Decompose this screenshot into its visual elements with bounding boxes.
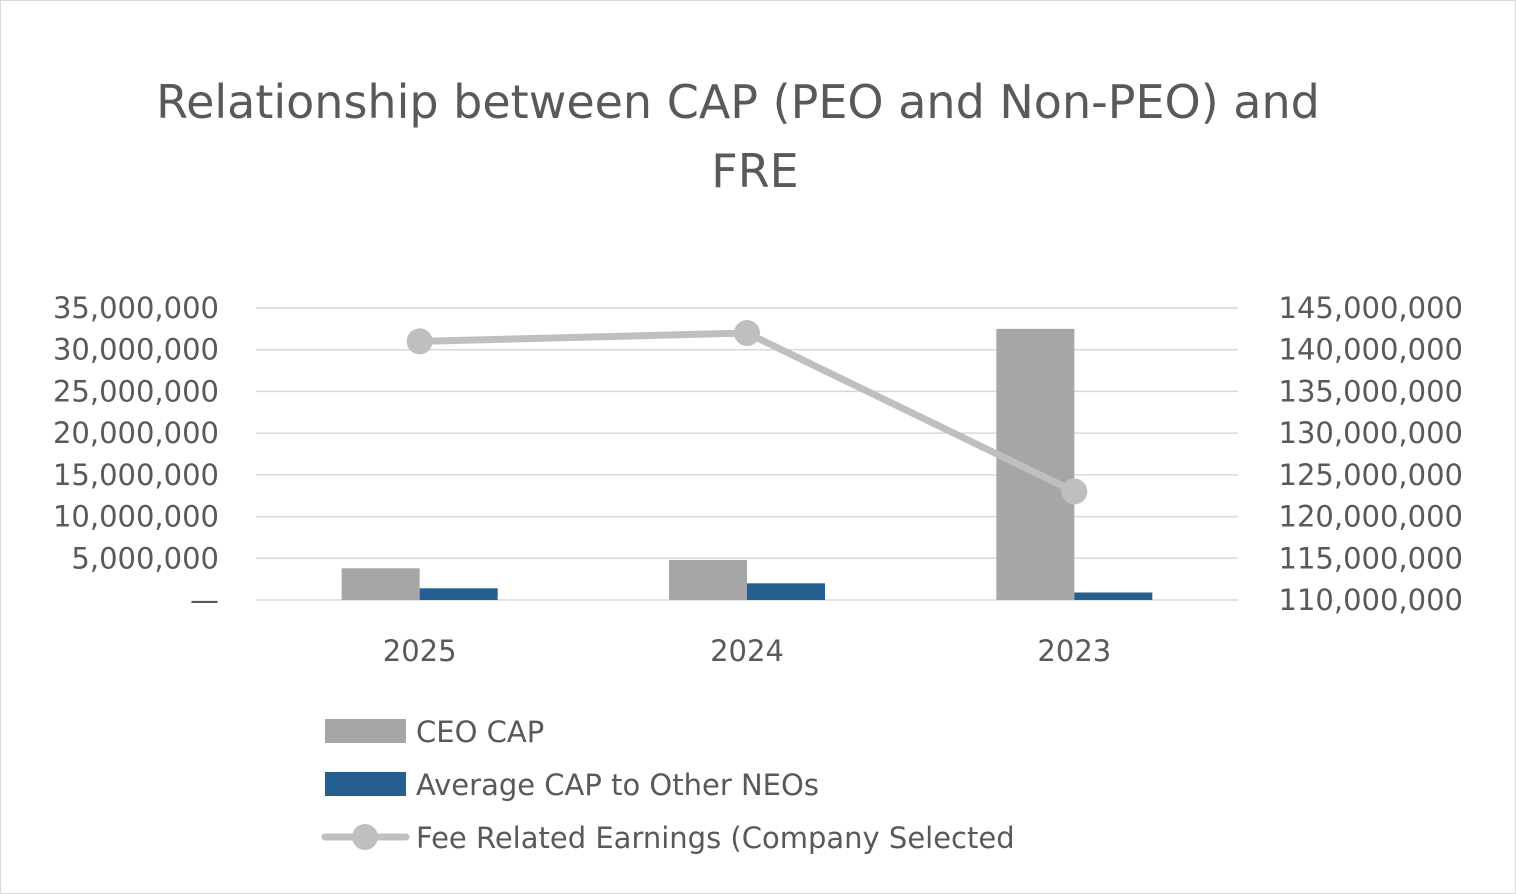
fre-line xyxy=(406,320,1088,505)
right-axis: 110,000,000 115,000,000 120,000,000 125,000… xyxy=(1279,291,1464,617)
fre-point-2025 xyxy=(406,328,433,355)
bar-ceo-cap-2025 xyxy=(341,568,420,600)
gridlines xyxy=(256,307,1238,601)
left-tick-label-2: 10,000,000 xyxy=(53,500,219,534)
fre-line-path xyxy=(416,329,1078,496)
right-tick-label-1: 115,000,000 xyxy=(1279,541,1464,575)
left-axis: — 5,000,000 10,000,000 15,000,000 20,000,000… xyxy=(53,291,219,617)
legend: CEO CAP Average CAP to Other NEOs Fee Rela… xyxy=(321,715,1015,855)
legend-label-0: CEO CAP xyxy=(416,715,544,749)
bar-avg-cap-neos-2024 xyxy=(747,583,825,600)
left-tick-label-5: 25,000,000 xyxy=(53,374,219,408)
right-tick-label-0: 110,000,000 xyxy=(1279,583,1464,617)
legend-swatch-1 xyxy=(325,772,406,796)
chart-title-line-2: FRE xyxy=(711,144,799,198)
x-axis: 2025 2024 2023 xyxy=(383,634,1111,668)
x-tick-label-2025: 2025 xyxy=(383,634,457,668)
bar-ceo-cap-2024 xyxy=(669,559,747,600)
fre-point-2023 xyxy=(1061,478,1088,505)
right-tick-label-7: 145,000,000 xyxy=(1279,291,1464,325)
x-tick-label-2023: 2023 xyxy=(1037,634,1111,668)
right-tick-label-3: 125,000,000 xyxy=(1279,458,1464,492)
legend-swatch-marker-2 xyxy=(352,824,378,850)
left-tick-label-3: 15,000,000 xyxy=(53,458,219,492)
x-tick-label-2024: 2024 xyxy=(710,634,784,668)
left-tick-label-4: 20,000,000 xyxy=(53,416,219,450)
right-tick-label-6: 140,000,000 xyxy=(1279,333,1464,367)
bar-avg-cap-neos-2023 xyxy=(1074,592,1153,600)
bar-avg-cap-neos-2025 xyxy=(419,588,498,600)
right-tick-label-2: 120,000,000 xyxy=(1279,500,1464,534)
legend-swatch-0 xyxy=(325,719,406,743)
right-tick-label-5: 135,000,000 xyxy=(1279,374,1464,408)
left-tick-label-6: 30,000,000 xyxy=(53,333,219,367)
left-tick-label-1: 5,000,000 xyxy=(71,541,219,575)
bar-ceo-cap-2023 xyxy=(996,328,1075,600)
bars xyxy=(341,328,1153,600)
legend-label-1: Average CAP to Other NEOs xyxy=(416,768,819,802)
left-tick-label-0: — xyxy=(190,583,219,617)
right-tick-label-4: 130,000,000 xyxy=(1279,416,1464,450)
fre-point-2024 xyxy=(734,320,760,347)
chart-title-line-1: Relationship between CAP (PEO and Non-PE… xyxy=(156,75,1320,129)
left-tick-label-7: 35,000,000 xyxy=(53,291,219,325)
legend-label-2: Fee Related Earnings (Company Selected xyxy=(416,821,1015,855)
